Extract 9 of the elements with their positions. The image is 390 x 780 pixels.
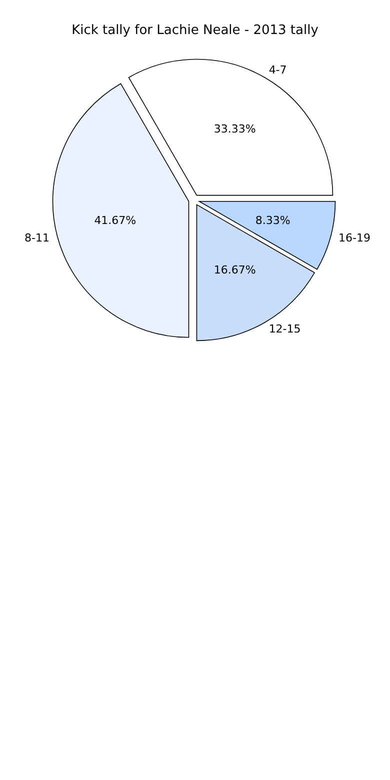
slice-label: 4-7 [268, 63, 287, 76]
slice-label: 12-15 [268, 322, 301, 336]
slice-label: 8-11 [24, 232, 50, 245]
data-label: 8.33% [255, 214, 290, 228]
slice-label: 16-19 [338, 232, 370, 245]
data-label: 33.33% [214, 122, 256, 136]
data-label: 41.67% [94, 214, 136, 228]
data-label: 16.67% [214, 264, 256, 277]
chart-title: Kick tally for Lachie Neale - 2013 tally [72, 23, 319, 38]
